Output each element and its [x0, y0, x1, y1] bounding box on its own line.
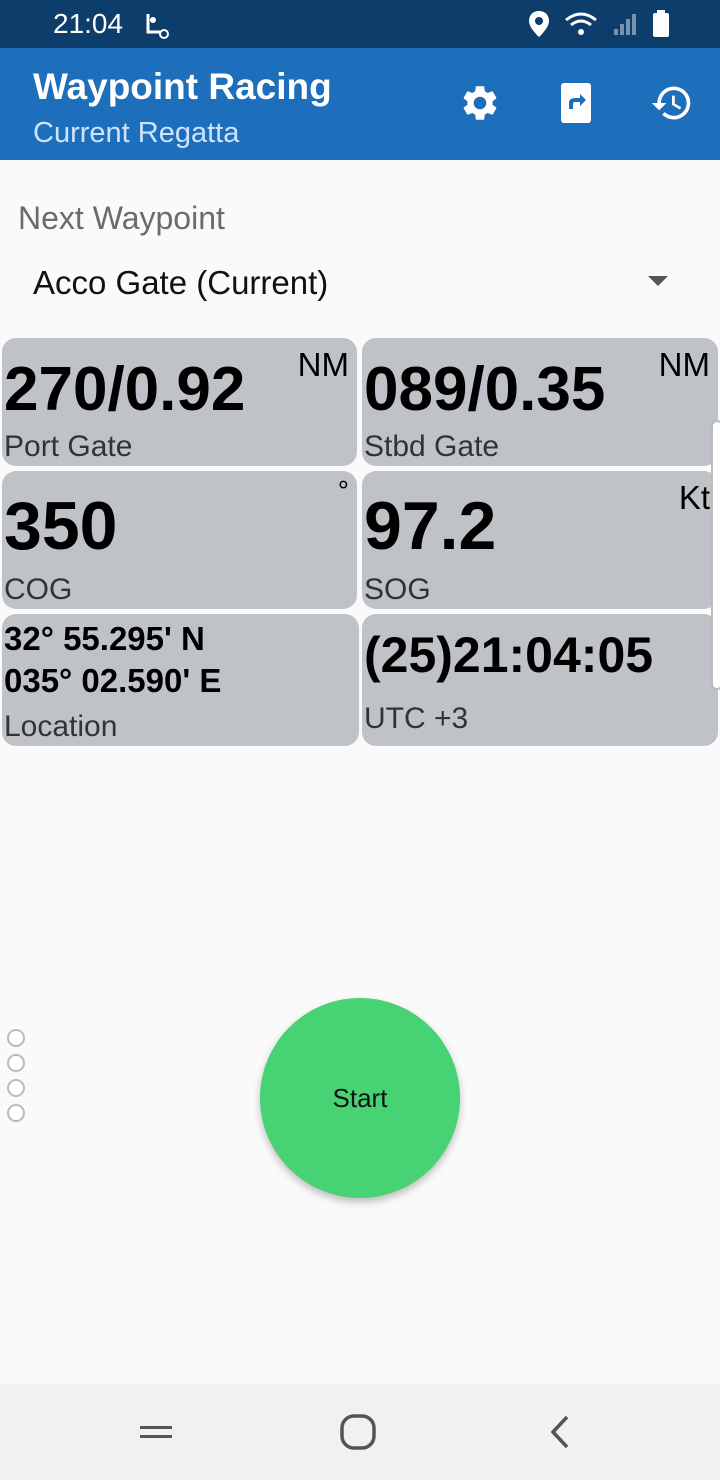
status-time: 21:04 — [53, 8, 124, 39]
tile-label: Port Gate — [4, 430, 133, 463]
tile-label: Stbd Gate — [364, 430, 500, 463]
tile-stbd-gate: 089/0.35 NM Stbd Gate — [362, 338, 718, 466]
back-button[interactable] — [540, 1412, 580, 1452]
tile-value: 270/0.92 — [4, 355, 246, 424]
settings-button[interactable] — [455, 78, 505, 128]
tile-unit: Kt — [678, 479, 710, 516]
tile-utc-time: (25)21:04:05 UTC +3 — [362, 614, 718, 746]
tile-unit: NM — [658, 346, 710, 383]
start-button[interactable]: Start — [260, 998, 460, 1198]
share-button[interactable] — [551, 78, 601, 128]
home-button[interactable] — [338, 1412, 378, 1452]
location-icon — [528, 10, 550, 38]
page-indicator — [7, 1029, 25, 1122]
tile-label: COG — [4, 573, 73, 606]
recents-icon — [140, 1426, 172, 1438]
tile-unit: ° — [337, 475, 349, 506]
wifi-icon — [564, 11, 598, 37]
waypoint-dropdown[interactable]: Acco Gate (Current) — [18, 250, 688, 316]
tile-unit: NM — [297, 346, 349, 383]
scroll-handle[interactable] — [711, 420, 720, 690]
app-subtitle: Current Regatta — [33, 117, 240, 149]
page-dot[interactable] — [7, 1104, 25, 1122]
page-dot[interactable] — [7, 1029, 25, 1047]
notification-icon — [142, 10, 172, 40]
tile-label: SOG — [364, 573, 431, 606]
page-dot[interactable] — [7, 1079, 25, 1097]
tile-label: UTC +3 — [364, 702, 469, 735]
tile-port-gate: 270/0.92 NM Port Gate — [2, 338, 357, 466]
tile-value-longitude: 035° 02.590' E — [4, 662, 222, 699]
page-dot[interactable] — [7, 1054, 25, 1072]
next-waypoint-label: Next Waypoint — [18, 200, 225, 236]
tile-value: 089/0.35 — [364, 355, 606, 424]
app-bar: Waypoint Racing Current Regatta — [0, 48, 720, 160]
tile-value: 97.2 — [364, 488, 497, 564]
status-icons — [528, 10, 670, 38]
status-bar: 21:04 — [0, 0, 720, 48]
history-button[interactable] — [647, 78, 697, 128]
tile-label: Location — [4, 710, 118, 743]
recents-button[interactable] — [136, 1412, 176, 1452]
back-icon — [550, 1415, 569, 1449]
tile-location: 32° 55.295' N 035° 02.590' E Location — [2, 614, 359, 746]
signal-icon — [612, 11, 638, 37]
system-nav-bar — [0, 1384, 720, 1480]
waypoint-selected-value: Acco Gate (Current) — [33, 264, 329, 301]
tile-value: 350 — [4, 488, 118, 564]
tile-value: (25)21:04:05 — [364, 627, 654, 683]
tile-cog: 350 ° COG — [2, 471, 357, 609]
dropdown-arrow-icon — [648, 276, 668, 286]
history-icon — [651, 86, 691, 120]
app-title: Waypoint Racing — [33, 66, 332, 107]
tile-value-latitude: 32° 55.295' N — [4, 620, 205, 657]
gear-icon — [463, 86, 497, 120]
share-icon — [561, 83, 591, 123]
home-icon — [340, 1414, 376, 1450]
tile-sog: 97.2 Kt SOG — [362, 471, 718, 609]
battery-icon — [652, 10, 670, 38]
